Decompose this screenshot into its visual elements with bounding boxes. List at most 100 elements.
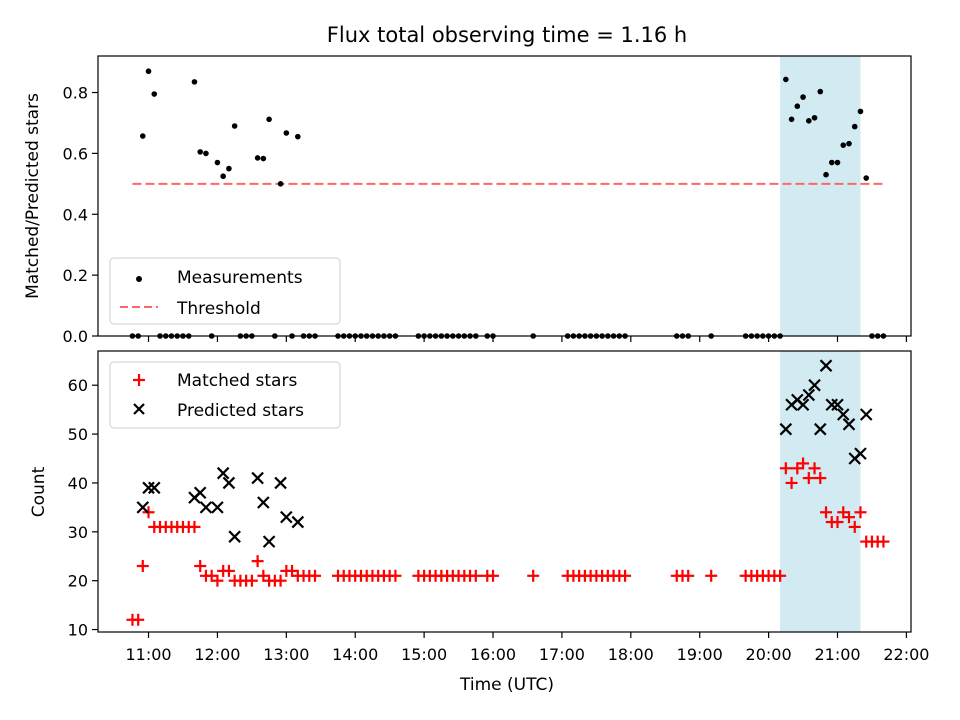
matched-stars-point-21 bbox=[245, 574, 258, 587]
y-tick-label-top-2: 0.4 bbox=[63, 205, 88, 224]
matched-stars-point-97 bbox=[877, 535, 890, 548]
y-tick-label-top-0: 0.0 bbox=[63, 327, 88, 346]
matched-stars-point-71 bbox=[682, 569, 695, 582]
legend-label-threshold: Threshold bbox=[176, 299, 261, 319]
y-axis-label-bottom: Count bbox=[29, 466, 49, 517]
x-tick-label-6: 17:00 bbox=[539, 645, 585, 664]
measurements-point-94 bbox=[863, 175, 870, 181]
matched-stars-point-86 bbox=[814, 472, 827, 485]
predicted-stars-point-11 bbox=[257, 496, 270, 509]
legend-marker-predicted bbox=[133, 403, 145, 415]
measurements-point-88 bbox=[828, 159, 835, 166]
matched-stars-point-32 bbox=[309, 569, 322, 582]
measurements-point-16 bbox=[220, 173, 226, 180]
predicted-stars-point-22 bbox=[814, 422, 827, 436]
predicted-stars-point-10 bbox=[251, 471, 264, 485]
matched-stars-point-22 bbox=[251, 555, 264, 568]
predicted-stars-point-23 bbox=[819, 359, 833, 372]
legend-marker-matched bbox=[133, 374, 145, 386]
predicted-stars-point-26 bbox=[836, 408, 850, 421]
highlight-span-bottom bbox=[780, 351, 861, 632]
predicted-stars-point-19 bbox=[796, 398, 810, 412]
legend-bottom: Matched stars Predicted stars bbox=[109, 361, 341, 429]
matched-stars-point-2 bbox=[136, 560, 149, 573]
matched-stars-point-17 bbox=[222, 564, 235, 577]
x-tick-label-10: 21:00 bbox=[814, 645, 860, 664]
legend-box-bottom bbox=[109, 361, 341, 429]
measurements-point-17 bbox=[226, 165, 232, 172]
predicted-stars-point-6 bbox=[211, 501, 224, 514]
matched-stars-point-80 bbox=[779, 462, 792, 475]
y-tick-label-bottom-2: 30 bbox=[68, 523, 88, 542]
predicted-stars-point-13 bbox=[274, 476, 287, 490]
predicted-stars-point-7 bbox=[216, 466, 230, 480]
matched-stars-point-92 bbox=[848, 520, 861, 533]
measurements-point-29 bbox=[295, 133, 301, 140]
predicted-stars-point-1 bbox=[142, 481, 155, 495]
x-tick-label-8: 19:00 bbox=[677, 645, 723, 664]
matched-stars-point-72 bbox=[705, 569, 718, 582]
matched-stars-point-57 bbox=[527, 569, 540, 582]
y-tick-label-bottom-4: 50 bbox=[68, 425, 88, 444]
matched-stars-point-93 bbox=[854, 506, 867, 519]
measurements-point-18 bbox=[231, 123, 238, 129]
matched-stars-point-26 bbox=[274, 574, 287, 587]
matched-stars-point-12 bbox=[194, 560, 207, 573]
matched-stars-point-11 bbox=[188, 520, 201, 533]
measurements-point-90 bbox=[840, 142, 847, 148]
matched-stars-point-83 bbox=[797, 457, 810, 470]
y-tick-label-top-3: 0.6 bbox=[63, 144, 88, 163]
predicted-stars-point-29 bbox=[854, 447, 867, 460]
y-tick-label-bottom-1: 20 bbox=[68, 572, 88, 591]
measurements-point-4 bbox=[151, 91, 158, 97]
measurements-point-93 bbox=[857, 108, 864, 115]
y-tick-label-top-4: 0.8 bbox=[63, 84, 88, 103]
predicted-stars-point-15 bbox=[291, 515, 305, 529]
measurements-point-92 bbox=[851, 123, 858, 130]
matched-stars-point-79 bbox=[774, 569, 787, 582]
measurements-point-87 bbox=[823, 171, 829, 178]
matched-stars-point-84 bbox=[802, 472, 815, 485]
measurements-point-85 bbox=[811, 114, 818, 121]
x-axis-label: Time (UTC) bbox=[459, 675, 554, 695]
predicted-stars-point-0 bbox=[136, 501, 150, 514]
measurements-point-86 bbox=[817, 88, 824, 95]
predicted-stars-point-12 bbox=[262, 535, 276, 548]
matched-stars-point-15 bbox=[211, 574, 224, 587]
predicted-stars-point-2 bbox=[147, 481, 161, 495]
y-axis-label-top: Matched/Predicted stars bbox=[23, 93, 43, 299]
panel-flux-ratio: 0.00.20.40.60.8 Matched/Predicted stars … bbox=[23, 55, 912, 346]
predicted-stars-point-4 bbox=[193, 486, 207, 499]
measurements-point-89 bbox=[834, 159, 841, 166]
x-tick-label-4: 15:00 bbox=[401, 645, 447, 664]
predicted-stars-point-8 bbox=[222, 476, 236, 490]
legend-top: Measurements Threshold bbox=[109, 257, 341, 325]
x-tick-label-7: 18:00 bbox=[608, 645, 654, 664]
highlight-span-top bbox=[780, 56, 861, 336]
legend-label-measurements: Measurements bbox=[177, 268, 303, 288]
legend-marker-measurements bbox=[136, 276, 142, 282]
measurements-point-12 bbox=[197, 149, 203, 155]
axes-frame-bottom bbox=[97, 350, 912, 633]
measurements-point-80 bbox=[783, 76, 789, 83]
x-tick-label-2: 13:00 bbox=[263, 645, 309, 664]
predicted-stars-point-5 bbox=[199, 501, 213, 514]
matched-stars-point-43 bbox=[389, 569, 402, 582]
predicted-stars-point-25 bbox=[831, 398, 844, 412]
measurements-point-27 bbox=[283, 130, 290, 136]
x-tick-label-1: 12:00 bbox=[194, 645, 240, 664]
predicted-stars-point-27 bbox=[842, 418, 856, 431]
x-tick-label-11: 22:00 bbox=[883, 645, 929, 664]
x-tick-label-3: 14:00 bbox=[332, 645, 378, 664]
measurements-point-26 bbox=[277, 181, 284, 187]
predicted-stars-point-16 bbox=[779, 422, 793, 436]
measurements-point-11 bbox=[191, 79, 198, 85]
predicted-stars-point-14 bbox=[280, 510, 293, 524]
measurements-point-82 bbox=[794, 103, 801, 110]
matched-stars-point-89 bbox=[831, 516, 844, 529]
measurements-point-23 bbox=[260, 155, 267, 162]
predicted-stars-point-30 bbox=[859, 408, 873, 421]
measurements-point-91 bbox=[846, 140, 852, 147]
measurements-point-15 bbox=[214, 159, 221, 166]
matched-stars-point-56 bbox=[487, 569, 500, 582]
